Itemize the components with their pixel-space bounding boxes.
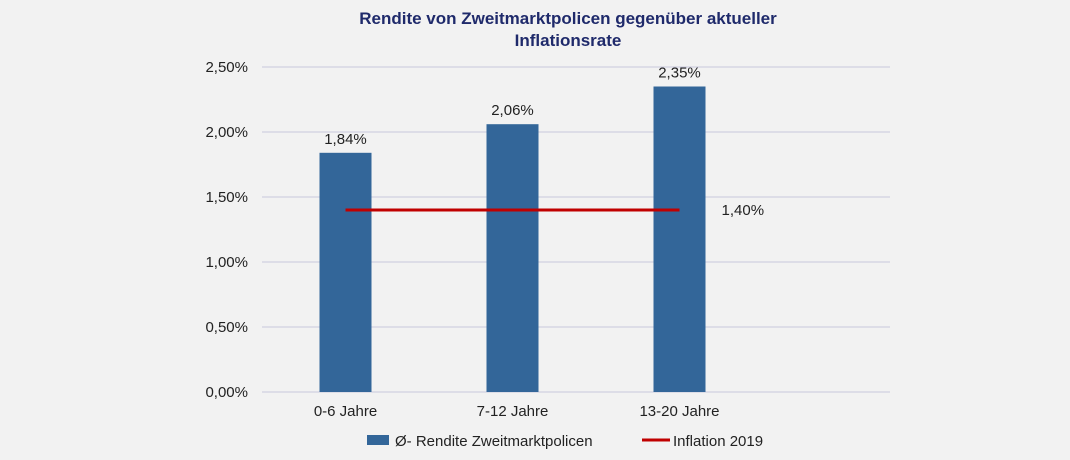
x-axis-ticks: 0-6 Jahre 7-12 Jahre 13-20 Jahre bbox=[314, 403, 720, 420]
chart-title-line-2: Inflationsrate bbox=[515, 31, 622, 50]
bar-series bbox=[319, 86, 706, 392]
y-tick-label: 2,50% bbox=[205, 59, 248, 76]
y-tick-label: 0,00% bbox=[205, 384, 248, 401]
y-tick-label: 1,50% bbox=[205, 189, 248, 206]
chart-title-line-1: Rendite von Zweitmarktpolicen gegenüber … bbox=[359, 9, 777, 28]
x-tick-label: 7-12 Jahre bbox=[477, 403, 549, 420]
y-axis-ticks: 0,00% 0,50% 1,00% 1,50% 2,00% 2,50% bbox=[205, 59, 248, 401]
y-tick-label: 0,50% bbox=[205, 319, 248, 336]
x-tick-label: 0-6 Jahre bbox=[314, 403, 377, 420]
legend: Ø- Rendite Zweitmarktpolicen Inflation 2… bbox=[367, 433, 763, 450]
x-tick-label: 13-20 Jahre bbox=[639, 403, 719, 420]
bar-data-label: 1,84% bbox=[324, 131, 367, 148]
bar-data-labels: 1,84% 2,06% 2,35% bbox=[324, 65, 701, 148]
bar-data-label: 2,06% bbox=[491, 102, 534, 119]
bar bbox=[653, 86, 706, 392]
y-tick-label: 2,00% bbox=[205, 124, 248, 141]
legend-bar-swatch bbox=[367, 435, 389, 445]
bar-data-label: 2,35% bbox=[658, 65, 701, 82]
y-tick-label: 1,00% bbox=[205, 254, 248, 271]
legend-line-label: Inflation 2019 bbox=[673, 433, 763, 450]
inflation-data-label: 1,40% bbox=[722, 202, 765, 219]
inflation-series: 1,40% bbox=[345, 202, 765, 219]
bar bbox=[486, 124, 539, 392]
bar bbox=[319, 152, 372, 392]
legend-bar-label: Ø- Rendite Zweitmarktpolicen bbox=[395, 433, 593, 450]
